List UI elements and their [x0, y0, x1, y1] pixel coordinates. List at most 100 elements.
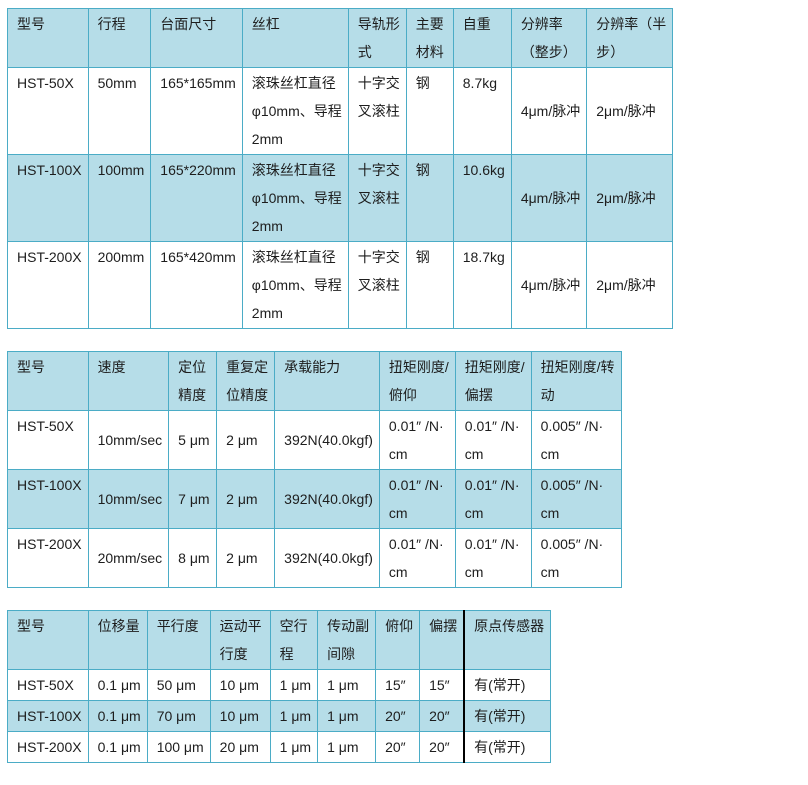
table-cell: 10 μm: [209, 700, 271, 732]
header-cell: 主要 材料: [405, 8, 454, 68]
header-cell: 行程: [87, 8, 152, 68]
table-cell: 有(常开): [463, 669, 552, 701]
table-cell: 15″: [375, 669, 421, 701]
table-cell: 165*165mm: [150, 67, 243, 155]
model-cell: HST-100X: [7, 154, 89, 242]
table-cell: 10.6kg: [452, 154, 512, 242]
table-cell: 20 μm: [209, 731, 271, 763]
table-row: HST-200X 20mm/sec 8 μm 2 μm 392N(40.0kgf) 0.0…: [7, 528, 622, 588]
header-cell: 导轨形 式: [347, 8, 407, 68]
header-cell: 型号: [7, 351, 89, 411]
table-cell: 10mm/sec: [87, 469, 170, 529]
table-cell: 1 μm: [269, 731, 319, 763]
table-cell: 0.1 μm: [87, 731, 148, 763]
model-cell: HST-200X: [7, 731, 89, 763]
model-cell: HST-50X: [7, 67, 89, 155]
table-cell: 10mm/sec: [87, 410, 170, 470]
table-cell: 2μm/脉冲: [586, 154, 674, 242]
model-cell: HST-200X: [7, 241, 89, 329]
table-cell: 0.01″ /N· cm: [378, 528, 456, 588]
header-cell: 扭矩刚度/ 偏摆: [454, 351, 532, 411]
header-cell: 俯仰: [375, 610, 421, 670]
table-cell: 392N(40.0kgf): [274, 410, 380, 470]
table-cell: 8 μm: [168, 528, 218, 588]
header-cell: 传动副 间隙: [317, 610, 377, 670]
header-cell: 扭矩刚度/ 俯仰: [378, 351, 456, 411]
table-cell: 0.01″ /N· cm: [454, 528, 532, 588]
table-cell: 1 μm: [317, 669, 377, 701]
table-cell: 0.01″ /N· cm: [378, 469, 456, 529]
header-cell: 重复定 位精度: [216, 351, 276, 411]
table-cell: 0.1 μm: [87, 700, 148, 732]
header-cell: 分辨率 （整步）: [510, 8, 588, 68]
table-cell: 滚珠丝杠直径 φ10mm、导程 2mm: [241, 154, 349, 242]
table-row: HST-50X 0.1 μm 50 μm 10 μm 1 μm 1 μm 15″ 15″ 有(常…: [7, 669, 552, 701]
spec-table-parallelism-sensor: 型号 位移量 平行度 运动平 行度 空行 程传动副 间隙 俯仰 偏摆 原点传感器 HST-50…: [7, 610, 552, 763]
spec-table-travel-resolution: 型号 行程 台面尺寸 丝杠 导轨形 式主要 材料 自重 分辨率 （整步） 分辨率（半 步） H…: [7, 8, 674, 329]
table-cell: 有(常开): [463, 700, 552, 732]
table-cell: 0.01″ /N· cm: [454, 469, 532, 529]
table-cell: 15″: [419, 669, 465, 701]
header-cell: 平行度: [146, 610, 211, 670]
header-cell: 台面尺寸: [150, 8, 243, 68]
model-cell: HST-100X: [7, 700, 89, 732]
header-cell: 分辨率（半 步）: [586, 8, 674, 68]
header-cell: 定位 精度: [168, 351, 218, 411]
header-row: 型号 位移量 平行度 运动平 行度 空行 程传动副 间隙 俯仰 偏摆 原点传感器: [7, 610, 552, 670]
table-cell: 18.7kg: [452, 241, 512, 329]
table-cell: 2 μm: [216, 469, 276, 529]
table-row: HST-200X 200mm 165*420mm 滚珠丝杠直径 φ10mm、导程 2m…: [7, 241, 674, 329]
table-cell: 钢: [405, 154, 454, 242]
table-row: HST-200X 0.1 μm 100 μm 20 μm 1 μm 1 μm 20″ 20″ 有…: [7, 731, 552, 763]
table-row: HST-100X 10mm/sec 7 μm 2 μm 392N(40.0kgf) 0.0…: [7, 469, 622, 529]
table-row: HST-50X 10mm/sec 5 μm 2 μm 392N(40.0kgf) 0.01…: [7, 410, 622, 470]
header-cell: 自重: [452, 8, 512, 68]
table-cell: 2 μm: [216, 410, 276, 470]
table-cell: 4μm/脉冲: [510, 154, 588, 242]
table-cell: 392N(40.0kgf): [274, 469, 380, 529]
table-cell: 2 μm: [216, 528, 276, 588]
table-cell: 1 μm: [317, 731, 377, 763]
table-row: HST-100X 0.1 μm 70 μm 10 μm 1 μm 1 μm 20″ 20″ 有(…: [7, 700, 552, 732]
table-cell: 20″: [419, 731, 465, 763]
model-cell: HST-200X: [7, 528, 89, 588]
table-cell: 0.005″ /N· cm: [530, 469, 622, 529]
table-row: HST-50X 50mm 165*165mm 滚珠丝杠直径 φ10mm、导程 2mm 十…: [7, 67, 674, 155]
table-cell: 0.005″ /N· cm: [530, 528, 622, 588]
table-cell: 十字交 叉滚柱: [347, 241, 407, 329]
table-cell: 70 μm: [146, 700, 211, 732]
spec-table-speed-accuracy: 型号 速度 定位 精度 重复定 位精度 承载能力 扭矩刚度/ 俯仰 扭矩刚度/ 偏摆 扭矩刚度…: [7, 351, 622, 588]
model-cell: HST-50X: [7, 669, 89, 701]
header-cell: 速度: [87, 351, 170, 411]
header-cell: 扭矩刚度/转 动: [530, 351, 622, 411]
table-cell: 165*420mm: [150, 241, 243, 329]
table-cell: 4μm/脉冲: [510, 241, 588, 329]
table-cell: 100 μm: [146, 731, 211, 763]
table-cell: 钢: [405, 241, 454, 329]
header-cell: 运动平 行度: [209, 610, 271, 670]
table-cell: 0.01″ /N· cm: [378, 410, 456, 470]
table-cell: 20″: [375, 700, 421, 732]
table-cell: 钢: [405, 67, 454, 155]
table-cell: 1 μm: [317, 700, 377, 732]
table-cell: 10 μm: [209, 669, 271, 701]
table-cell: 滚珠丝杠直径 φ10mm、导程 2mm: [241, 241, 349, 329]
header-row: 型号 行程 台面尺寸 丝杠 导轨形 式主要 材料 自重 分辨率 （整步） 分辨率（半 步）: [7, 8, 674, 68]
table-cell: 滚珠丝杠直径 φ10mm、导程 2mm: [241, 67, 349, 155]
table-cell: 100mm: [87, 154, 152, 242]
table-cell: 50 μm: [146, 669, 211, 701]
table-cell: 20″: [419, 700, 465, 732]
table-cell: 2μm/脉冲: [586, 241, 674, 329]
table-cell: 50mm: [87, 67, 152, 155]
table-cell: 1 μm: [269, 700, 319, 732]
table-cell: 1 μm: [269, 669, 319, 701]
table-cell: 200mm: [87, 241, 152, 329]
model-cell: HST-100X: [7, 469, 89, 529]
table-cell: 20mm/sec: [87, 528, 170, 588]
table-cell: 165*220mm: [150, 154, 243, 242]
table-cell: 392N(40.0kgf): [274, 528, 380, 588]
header-cell: 空行 程: [269, 610, 319, 670]
page: { "colors": { "border": "#4BACC6", "head…: [7, 8, 674, 763]
table-cell: 20″: [375, 731, 421, 763]
table-row: HST-100X 100mm 165*220mm 滚珠丝杠直径 φ10mm、导程 2m…: [7, 154, 674, 242]
